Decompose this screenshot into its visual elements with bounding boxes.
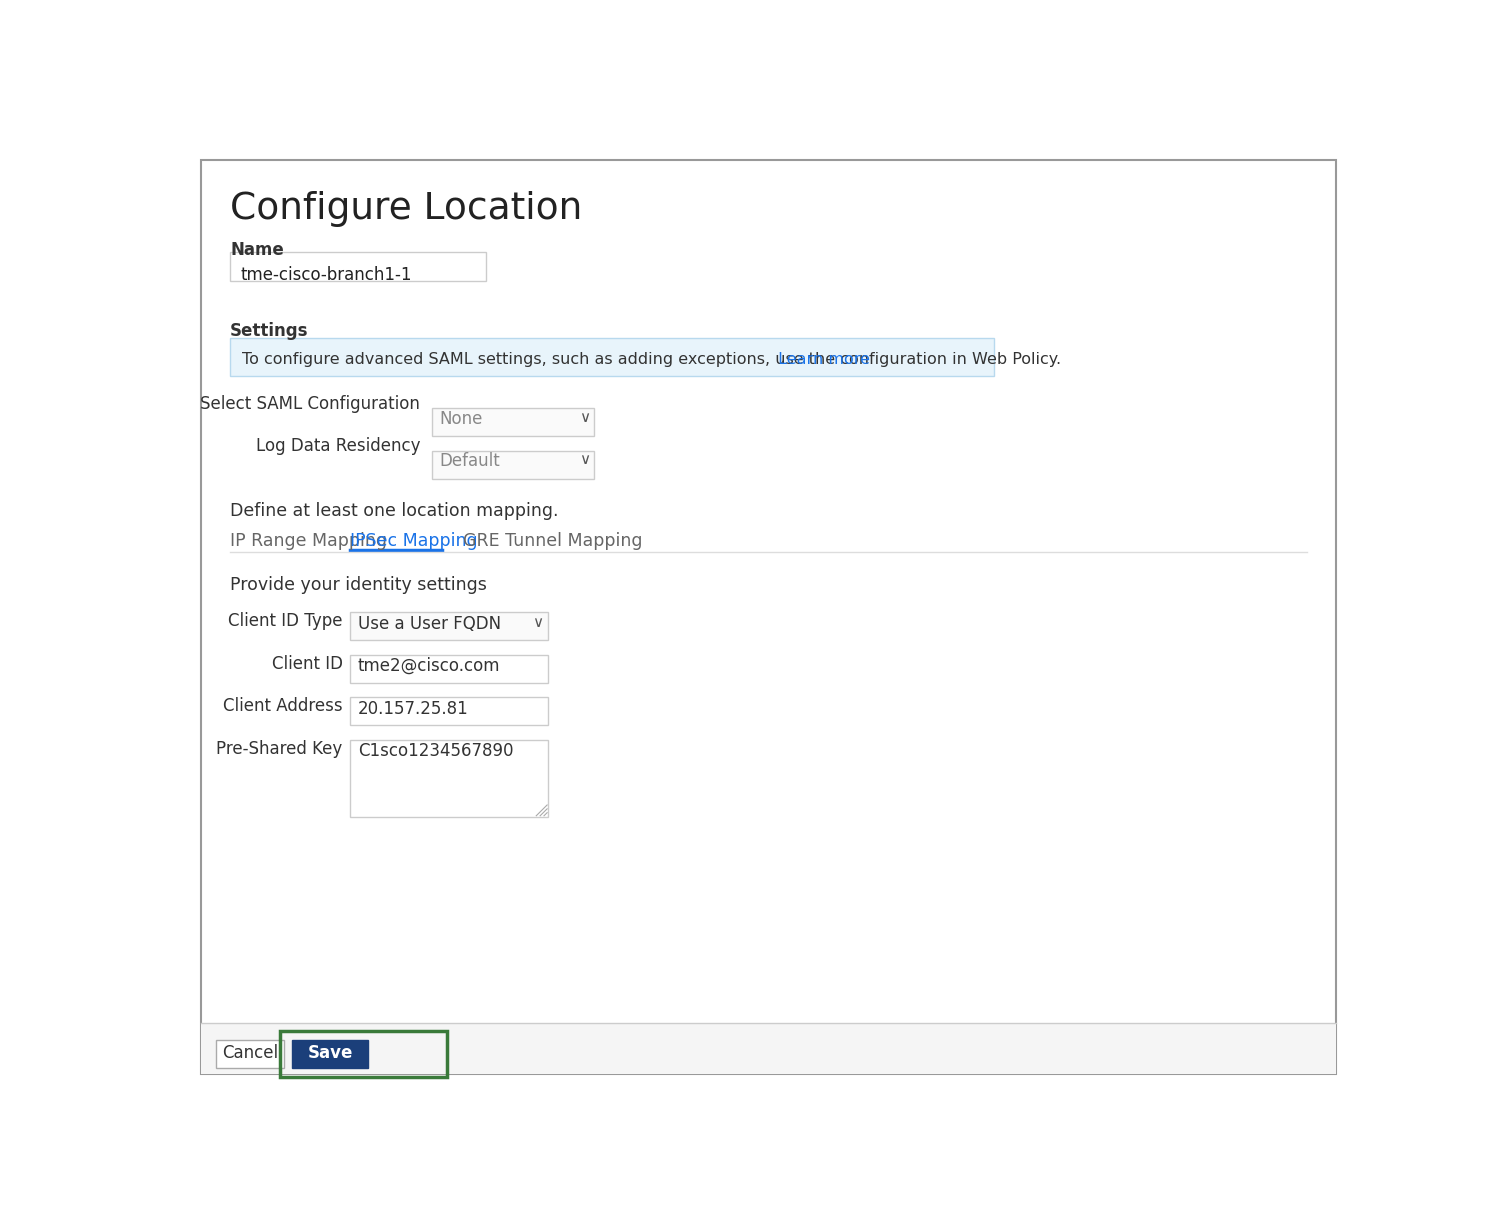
Text: Learn more: Learn more [772, 352, 870, 368]
FancyBboxPatch shape [350, 698, 548, 725]
Text: 20.157.25.81: 20.157.25.81 [358, 699, 468, 717]
Text: Log Data Residency: Log Data Residency [255, 437, 420, 455]
Text: tme-cisco-branch1-1: tme-cisco-branch1-1 [240, 266, 411, 284]
Text: Client ID: Client ID [272, 655, 342, 673]
FancyBboxPatch shape [350, 655, 548, 683]
Text: To configure advanced SAML settings, such as adding exceptions, use the configur: To configure advanced SAML settings, suc… [242, 352, 1060, 368]
Text: ∨: ∨ [579, 409, 590, 425]
FancyBboxPatch shape [350, 612, 548, 640]
FancyBboxPatch shape [230, 337, 993, 376]
Text: Default: Default [440, 452, 500, 470]
FancyBboxPatch shape [230, 252, 486, 281]
Text: IPSec Mapping: IPSec Mapping [350, 532, 478, 550]
Text: Pre-Shared Key: Pre-Shared Key [216, 739, 342, 758]
Text: Settings: Settings [230, 323, 309, 340]
Text: ∨: ∨ [532, 615, 543, 629]
FancyBboxPatch shape [216, 1040, 285, 1068]
Bar [201, 1023, 1336, 1074]
Text: ∨: ∨ [579, 452, 590, 467]
FancyBboxPatch shape [201, 160, 1336, 1074]
Text: GRE Tunnel Mapping: GRE Tunnel Mapping [462, 532, 642, 550]
Text: Configure Location: Configure Location [230, 192, 582, 227]
Text: IP Range Mapping: IP Range Mapping [230, 532, 387, 550]
Text: C1sco1234567890: C1sco1234567890 [358, 742, 513, 760]
Text: Save: Save [308, 1044, 352, 1062]
Text: None: None [440, 409, 483, 428]
Text: Provide your identity settings: Provide your identity settings [230, 577, 488, 594]
Text: Cancel: Cancel [222, 1044, 279, 1062]
FancyBboxPatch shape [350, 739, 548, 816]
Text: Client ID Type: Client ID Type [228, 612, 342, 631]
Text: Use a User FQDN: Use a User FQDN [358, 615, 501, 633]
Text: Select SAML Configuration: Select SAML Configuration [200, 395, 420, 413]
Text: Client Address: Client Address [224, 698, 342, 715]
Text: Define at least one location mapping.: Define at least one location mapping. [230, 502, 558, 521]
FancyBboxPatch shape [432, 408, 594, 436]
Text: tme2@cisco.com: tme2@cisco.com [358, 657, 501, 675]
Text: Name: Name [230, 241, 284, 259]
FancyBboxPatch shape [432, 451, 594, 479]
FancyBboxPatch shape [292, 1040, 368, 1068]
